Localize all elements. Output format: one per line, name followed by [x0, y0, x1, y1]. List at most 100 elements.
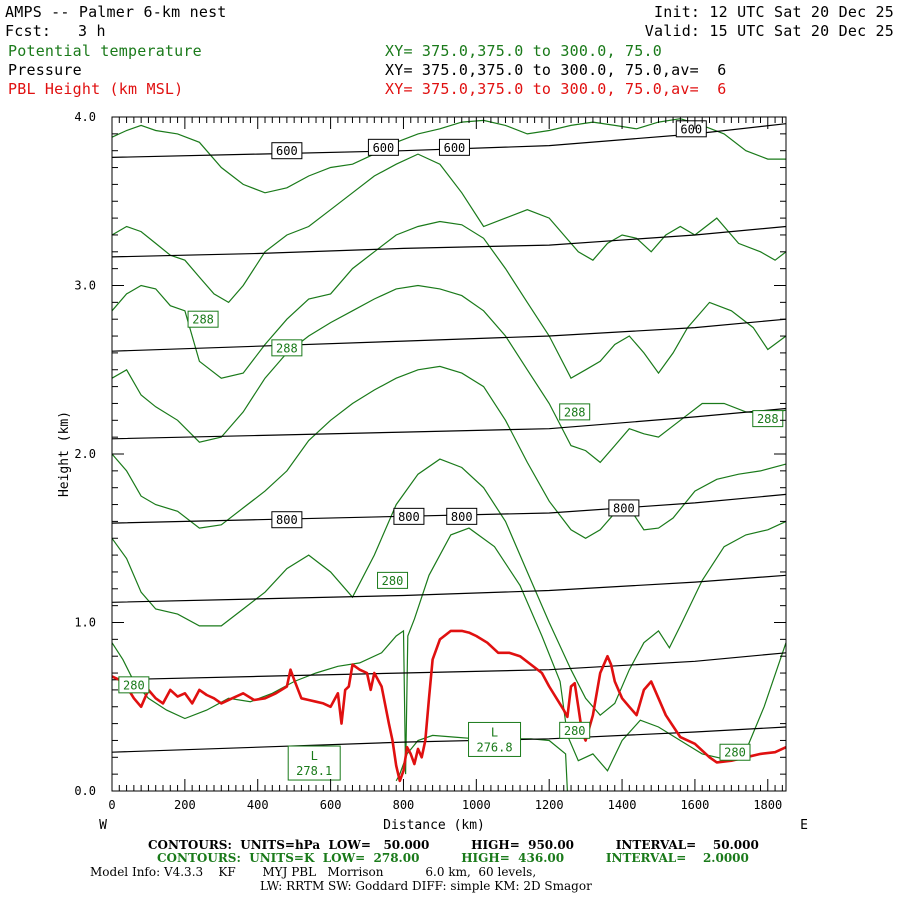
theta-284-contour — [111, 365, 787, 539]
contour-label-box — [377, 571, 409, 589]
x-tick-label: 1600 — [680, 798, 709, 812]
contour-label: 600 — [367, 138, 399, 156]
contour-label: 288 — [187, 310, 219, 328]
contour-label: 600 — [675, 120, 707, 138]
contour-label-box — [393, 507, 425, 525]
y-tick-label: 4.0 — [74, 110, 96, 124]
pressure-contours — [111, 123, 787, 753]
theta-286-contour — [111, 284, 787, 464]
x-tick-label: 1800 — [753, 798, 782, 812]
y-tick-label: 3.0 — [74, 279, 96, 293]
x-axis-label: Distance (km) — [383, 818, 485, 833]
pressure-850-contour — [111, 574, 787, 603]
contour-label-box — [271, 511, 303, 529]
low-marker-box — [468, 721, 522, 757]
pressure-600-contour — [111, 123, 787, 158]
contour-labels: 600 600 600 600 800 800 800 800 288 288 288 288 280 2… — [118, 120, 784, 781]
pbl-height-series — [111, 629, 787, 783]
east-label: E — [800, 818, 808, 833]
contour-label: 800 — [608, 499, 640, 517]
fcst-label: Fcst: — [5, 22, 52, 40]
init-time: Init: 12 UTC Sat 20 Dec 25 — [654, 3, 894, 21]
contour-label-text: 280 — [123, 678, 145, 692]
low-marker-letter: L — [491, 725, 498, 739]
theta-contours — [111, 118, 787, 792]
contour-label-text: 280 — [724, 746, 746, 760]
valid-time: Valid: 15 UTC Sat 20 Dec 25 — [644, 22, 894, 40]
west-label: W — [99, 818, 107, 833]
contour-label-text: 280 — [382, 574, 404, 588]
field-pressure-xy: XY= 375.0,375.0 to 300.0, 75.0,av= 6 — [385, 61, 727, 79]
y-tick-label: 2.0 — [74, 447, 96, 461]
contour-label-text: 600 — [276, 144, 298, 158]
field-pbl-name: PBL Height (km MSL) — [8, 80, 184, 98]
y-axis-label: Height (km) — [57, 411, 72, 497]
fcst-value: 3 h — [78, 22, 106, 40]
contour-label-text: 280 — [564, 724, 586, 738]
contour-label-box — [187, 310, 219, 328]
contour-label: 600 — [271, 142, 303, 160]
theta-282-contour — [111, 458, 787, 717]
contour-label-box — [438, 138, 470, 156]
contour-label-text: 800 — [276, 513, 298, 527]
theta-288-contour — [111, 220, 787, 380]
pressure-750-contour — [111, 407, 787, 440]
x-tick-label: 200 — [174, 798, 196, 812]
x-tick-label: 800 — [393, 798, 415, 812]
field-theta-name: Potential temperature — [8, 42, 202, 60]
field-pressure-name: Pressure — [8, 61, 82, 79]
contour-label-text: 288 — [192, 313, 214, 327]
plot-frame — [111, 116, 787, 792]
pbl-height-line — [111, 629, 787, 783]
contour-label: 280 — [559, 721, 591, 739]
contour-label: 800 — [446, 507, 478, 525]
theta-280-contour — [111, 527, 787, 775]
low-marker-letter: L — [311, 749, 318, 763]
contour-label: 280 — [719, 743, 751, 761]
contour-label-text: 800 — [613, 501, 635, 515]
x-tick-label: 1200 — [535, 798, 564, 812]
contour-label: 800 — [271, 511, 303, 529]
contour-label-box — [271, 142, 303, 160]
contour-label-text: 600 — [680, 122, 702, 136]
footer-model-info: Model Info: V4.3.3 KF MYJ PBL Morrison 6… — [90, 865, 537, 879]
low-marker-box — [287, 745, 341, 781]
footer-theta-contours: CONTOURS: UNITS=K LOW= 278.00 HIGH= 436.… — [157, 851, 749, 865]
contour-label-box — [675, 120, 707, 138]
contour-label-box — [367, 138, 399, 156]
x-tick-label: 1000 — [462, 798, 491, 812]
contour-label-text: 600 — [373, 141, 395, 155]
x-tick-label: 400 — [247, 798, 269, 812]
contour-label: 288 — [271, 339, 303, 357]
contour-label: 600 — [438, 138, 470, 156]
contour-label: 280 — [377, 571, 409, 589]
contour-label: 288 — [752, 410, 784, 428]
contour-label-box — [752, 410, 784, 428]
x-tick-label: 1400 — [608, 798, 637, 812]
field-theta-xy: XY= 375.0,375.0 to 300.0, 75.0 — [385, 42, 662, 60]
pressure-650-contour — [111, 225, 787, 258]
low-marker-value: 276.8 — [476, 740, 512, 754]
pressure-700-contour — [111, 318, 787, 352]
theta-290-contour — [111, 153, 787, 304]
x-tick-label: 0 — [108, 798, 115, 812]
contour-label-box — [118, 676, 150, 694]
contour-label-box — [559, 721, 591, 739]
field-pbl-xy: XY= 375.0,375.0 to 300.0, 75.0,av= 6 — [385, 80, 727, 98]
contour-label-box — [271, 339, 303, 357]
contour-label-box — [559, 403, 591, 421]
low-marker-value: 278.1 — [296, 764, 332, 778]
contour-label-text: 800 — [398, 510, 420, 524]
y-tick-label: 0.0 — [74, 784, 96, 798]
axes: 0 200 400 600 800 1000 1200 1400 1600 1800 0.0 1.0 2… — [74, 110, 787, 812]
chart-title: AMPS -- Palmer 6-km nest — [5, 3, 227, 21]
contour-label: 280 — [118, 676, 150, 694]
contour-label-text: 800 — [451, 510, 473, 524]
contour-label-box — [446, 507, 478, 525]
contour-label-box — [719, 743, 751, 761]
pressure-900-contour — [111, 652, 787, 681]
footer-physics: LW: RRTM SW: Goddard DIFF: simple KM: 2D… — [260, 879, 592, 893]
contour-label-text: 600 — [444, 141, 466, 155]
